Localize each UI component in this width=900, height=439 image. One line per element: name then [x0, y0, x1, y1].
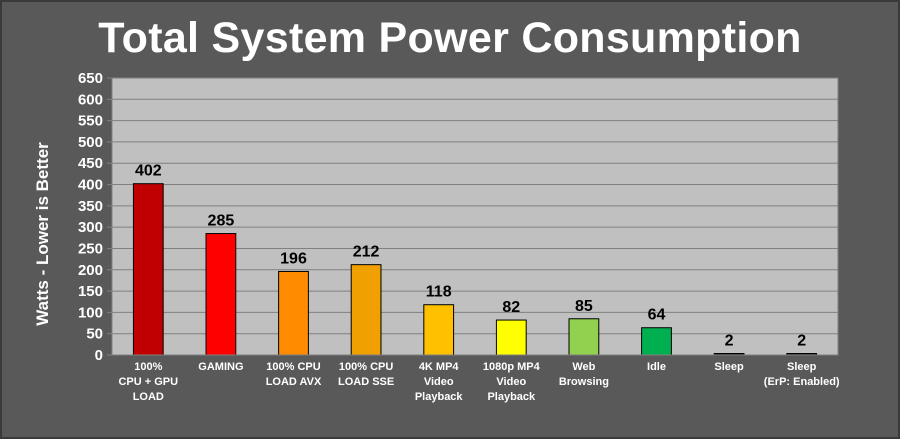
bar	[568, 318, 600, 356]
data-label: 212	[353, 244, 380, 261]
bar	[423, 304, 455, 356]
x-tick-label: Web Browsing	[559, 361, 609, 388]
y-tick-label: 300	[78, 219, 103, 236]
data-label: 285	[208, 213, 235, 230]
y-tick-label: 400	[78, 177, 103, 194]
y-tick-label: 150	[78, 283, 103, 300]
y-tick-label: 450	[78, 155, 103, 172]
x-tick-label: 4K MP4 Video Playback	[415, 361, 464, 403]
chart-title: Total System Power Consumption	[98, 14, 802, 62]
x-tick-label: GAMING	[198, 361, 243, 373]
x-tick-label: Sleep (ErP: Enabled)	[764, 361, 840, 388]
data-label: 2	[797, 333, 806, 350]
y-tick-label: 200	[78, 262, 103, 279]
bar	[278, 270, 309, 356]
y-tick-label: 100	[78, 304, 103, 321]
data-label: 85	[575, 298, 593, 315]
data-label: 196	[280, 250, 307, 267]
y-tick-label: 600	[78, 91, 103, 108]
bar	[205, 233, 237, 356]
y-tick-label: 500	[78, 134, 103, 151]
bar	[132, 183, 164, 356]
bar	[641, 327, 672, 356]
y-tick-label: 550	[78, 113, 103, 130]
x-tick-label: Idle	[647, 361, 666, 373]
x-tick-label: 1080p MP4 Video Playback	[483, 361, 541, 403]
data-label: 82	[502, 299, 520, 316]
y-tick-label: 50	[86, 326, 103, 343]
data-label: 64	[648, 307, 666, 324]
bar	[495, 319, 527, 356]
y-tick-label: 350	[78, 198, 103, 215]
x-tick-label: 100% CPU LOAD SSE	[338, 361, 394, 388]
x-tick-label: 100% CPU + GPU LOAD	[118, 361, 178, 403]
y-tick-label: 250	[78, 240, 103, 257]
y-tick-label: 0	[95, 347, 103, 364]
x-tick-label: Sleep	[714, 361, 744, 373]
data-label: 2	[725, 333, 734, 350]
y-tick-label: 650	[78, 70, 103, 87]
data-label: 118	[426, 284, 452, 301]
data-label: 402	[135, 163, 162, 180]
x-tick-label: 100% CPU LOAD AVX	[266, 361, 322, 388]
bar	[350, 264, 382, 356]
